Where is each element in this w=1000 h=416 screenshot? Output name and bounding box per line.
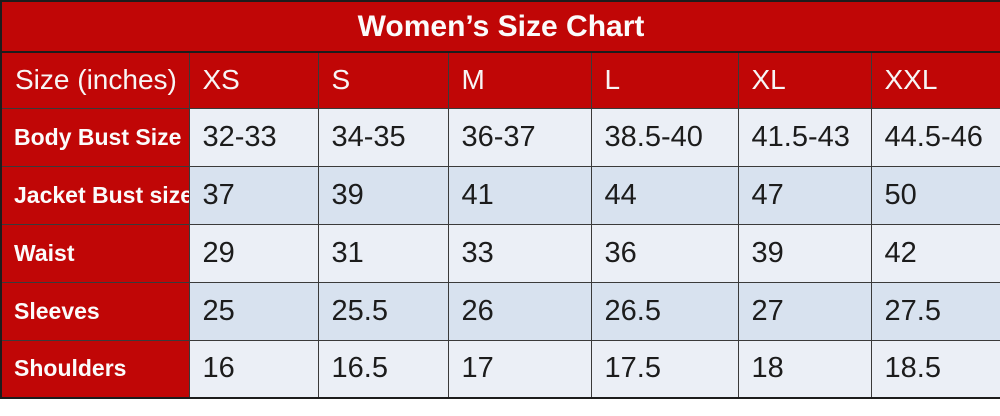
size-value: 41 xyxy=(447,165,592,225)
size-value: 18 xyxy=(737,339,872,399)
size-value: 34-35 xyxy=(317,107,449,167)
size-value: 31 xyxy=(317,223,449,283)
size-value: 37 xyxy=(188,165,319,225)
column-header-s: S xyxy=(317,51,449,109)
column-header-xl: XL xyxy=(737,51,872,109)
size-value: 27 xyxy=(737,281,872,341)
row-label: Shoulders xyxy=(0,339,190,399)
size-value: 17.5 xyxy=(590,339,739,399)
size-table: Women’s Size Chart Size (inches) XS S M … xyxy=(0,0,1000,399)
table-header-row: Size (inches) XS S M L XL XXL xyxy=(0,51,1000,109)
row-label: Body Bust Size xyxy=(0,107,190,167)
size-value: 26 xyxy=(447,281,592,341)
size-value: 44 xyxy=(590,165,739,225)
size-value: 17 xyxy=(447,339,592,399)
size-value: 39 xyxy=(317,165,449,225)
size-value: 36-37 xyxy=(447,107,592,167)
table-row-sleeves: Sleeves 25 25.5 26 26.5 27 27.5 xyxy=(0,281,1000,341)
table-row-waist: Waist 29 31 33 36 39 42 xyxy=(0,223,1000,283)
size-value: 38.5-40 xyxy=(590,107,739,167)
size-value: 16 xyxy=(188,339,319,399)
size-value: 32-33 xyxy=(188,107,319,167)
size-value: 47 xyxy=(737,165,872,225)
size-value: 33 xyxy=(447,223,592,283)
size-value: 27.5 xyxy=(870,281,1000,341)
size-value: 39 xyxy=(737,223,872,283)
row-label: Jacket Bust size xyxy=(0,165,190,225)
column-header-xs: XS xyxy=(188,51,319,109)
size-value: 29 xyxy=(188,223,319,283)
table-row-body-bust-size: Body Bust Size 32-33 34-35 36-37 38.5-40… xyxy=(0,107,1000,167)
table-title-row: Women’s Size Chart xyxy=(0,0,1000,53)
column-header-xxl: XXL xyxy=(870,51,1000,109)
size-value: 41.5-43 xyxy=(737,107,872,167)
page-title: Women’s Size Chart xyxy=(0,0,1000,53)
size-value: 18.5 xyxy=(870,339,1000,399)
size-value: 16.5 xyxy=(317,339,449,399)
column-header-m: M xyxy=(447,51,592,109)
row-label: Waist xyxy=(0,223,190,283)
size-value: 25 xyxy=(188,281,319,341)
size-value: 50 xyxy=(870,165,1000,225)
size-value: 42 xyxy=(870,223,1000,283)
column-header-size-inches: Size (inches) xyxy=(0,51,190,109)
womens-size-chart: Women’s Size Chart Size (inches) XS S M … xyxy=(0,0,1000,399)
column-header-l: L xyxy=(590,51,739,109)
size-value: 25.5 xyxy=(317,281,449,341)
table-row-shoulders: Shoulders 16 16.5 17 17.5 18 18.5 xyxy=(0,339,1000,399)
table-row-jacket-bust-size: Jacket Bust size 37 39 41 44 47 50 xyxy=(0,165,1000,225)
row-label: Sleeves xyxy=(0,281,190,341)
size-value: 26.5 xyxy=(590,281,739,341)
size-value: 44.5-46 xyxy=(870,107,1000,167)
size-value: 36 xyxy=(590,223,739,283)
